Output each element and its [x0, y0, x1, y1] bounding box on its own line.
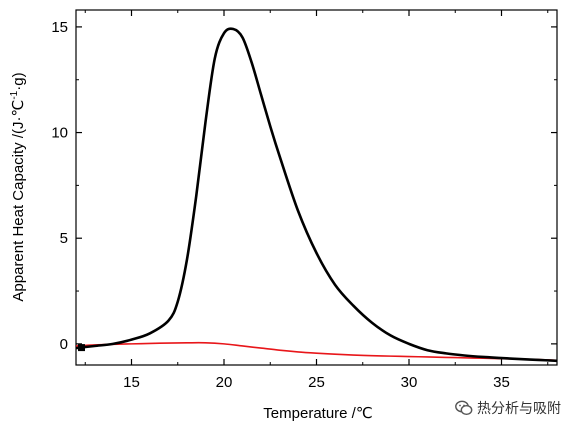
y-axis-title-tail: ·g) [10, 72, 27, 90]
series-line-0 [76, 27, 557, 363]
watermark-text: 热分析与吸附 [477, 401, 561, 417]
x-tick-label-0: 15 [123, 374, 140, 391]
x-tick-label-2: 25 [308, 374, 325, 391]
y-axis-title-sup: -1 [9, 90, 20, 99]
y-tick-label-1: 5 [60, 230, 68, 247]
y-tick-label-2: 10 [51, 125, 68, 142]
x-tick-label-4: 35 [493, 374, 510, 391]
plot-frame [75, 9, 558, 366]
plot-area: 15 20 25 30 35 0 5 10 15 [51, 9, 558, 391]
watermark: 热分析与吸附 [455, 398, 561, 418]
x-tick-label-3: 30 [401, 374, 418, 391]
y-tick-label-3: 15 [51, 19, 68, 36]
series-line-1 [76, 341, 557, 362]
y-tick-label-0: 0 [60, 336, 68, 353]
x-tick-label-1: 20 [216, 374, 233, 391]
x-axis-title: Temperature /℃ [263, 405, 372, 422]
series-start-marker [78, 344, 85, 352]
y-axis-title-main: Apparent Heat Capacity /(J·℃ [10, 100, 27, 302]
wechat-icon [455, 400, 473, 416]
y-axis-title: Apparent Heat Capacity /(J·℃-1·g) [9, 72, 27, 301]
